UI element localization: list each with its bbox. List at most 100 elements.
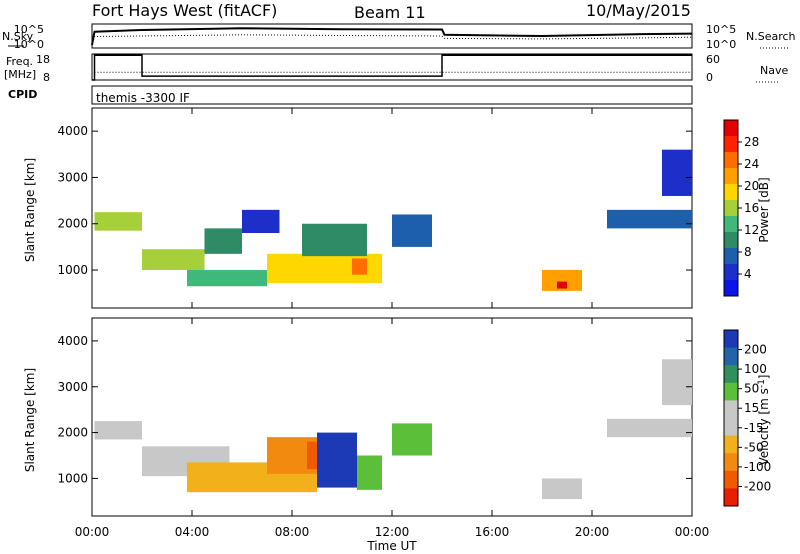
heatmap-patch-6 (302, 223, 367, 257)
colorbar-swatch-5 (724, 200, 738, 217)
heatmap-patch-2 (204, 228, 242, 254)
colorbar-swatch-0 (724, 330, 738, 349)
colorbar-tick-label-0: 28 (744, 135, 759, 149)
noise-tick-low-right: 10^0 (706, 38, 736, 51)
colorbar-swatch-4 (724, 184, 738, 201)
nave-tick-high: 60 (706, 53, 720, 66)
heatmap-patch-3 (242, 209, 280, 233)
colorbar-tick-label-4: -15 (744, 421, 764, 435)
colorbar-swatch-3 (724, 382, 738, 401)
velocity-axis-ticks: 1000 2000 3000 4000 (57, 318, 693, 516)
colorbar-swatch-5 (724, 418, 738, 437)
nsky-line (91, 27, 693, 46)
heatmap-patch-12 (662, 149, 692, 196)
noise-lines (91, 27, 693, 46)
freq-label: Freq. (6, 55, 33, 68)
colorbar-swatch-9 (724, 488, 738, 507)
colorbar-swatch-7 (724, 453, 738, 472)
nave-label: Nave (760, 64, 788, 77)
velocity-panel-frame (91, 317, 693, 517)
colorbar-swatch-10 (724, 280, 738, 297)
time-axis-title: Time UT (366, 539, 417, 553)
nsky-label: N.Sky (2, 30, 34, 43)
time-axis-labels: 00:00 04:00 08:00 12:00 16:00 20:00 00:00 (75, 525, 710, 539)
freq-line (92, 54, 692, 81)
colorbar-swatch-1 (724, 136, 738, 153)
freq-tick-low: 8 (43, 71, 50, 84)
noise-tick-high-right: 10^5 (706, 23, 736, 36)
freq-panel-frame (91, 53, 693, 81)
noise-tick-high-left: 10^5 (14, 23, 44, 36)
heatmap-patch-10 (662, 359, 692, 406)
colorbar-swatch-8 (724, 248, 738, 265)
station-title: Fort Hays West (fitACF) (92, 1, 277, 20)
heatmap-patch-10 (557, 281, 567, 289)
heatmap-patch-7 (392, 423, 432, 456)
colorbar-swatch-6 (724, 435, 738, 454)
colorbar-tick-label-6: 4 (744, 267, 752, 281)
colorbar-swatch-4 (724, 400, 738, 419)
colorbar-tick-label-5: 8 (744, 245, 752, 259)
velocity-ylabel: Slant Range [km] (23, 368, 37, 472)
time-tick-label-1: 04:00 (175, 525, 210, 539)
heatmap-patch-4 (187, 270, 267, 287)
colorbar-tick-label-3: 15 (744, 401, 759, 415)
colorbar-swatch-7 (724, 232, 738, 249)
noise-tick-low-left: 10^0 (14, 38, 44, 51)
colorbar-tick-label-3: 16 (744, 201, 759, 215)
noise-panel-frame (91, 23, 693, 49)
colorbar-swatch-1 (724, 347, 738, 366)
colorbar-swatch-8 (724, 470, 738, 489)
power-heatmap (94, 149, 692, 291)
range-tick-label-3: 4000 (57, 124, 88, 138)
beam-label: Beam 11 (354, 3, 426, 22)
velocity-colorbar: 200 100 50 15 -15 -50 -100 -200 (723, 329, 771, 507)
colorbar-tick-label-2: 20 (744, 179, 759, 193)
power-panel-frame (91, 107, 693, 309)
power-colorbar-label: Power [dB] (757, 177, 771, 242)
time-tick-label-2: 08:00 (275, 525, 310, 539)
heatmap-patch-6 (357, 455, 382, 490)
nsearch-label: N.Search (746, 30, 796, 43)
cpid-panel-frame (91, 85, 693, 105)
date-label: 10/May/2015 (586, 1, 691, 20)
cpid-text: themis -3300 IF (96, 91, 190, 105)
colorbar-swatch-3 (724, 168, 738, 185)
velocity-colorbar-label: Velocity [m s-1] (757, 375, 771, 466)
colorbar-tick-label-1: 24 (744, 157, 759, 171)
range-tick-label-3: 4000 (57, 334, 88, 348)
power-colorbar: 28 24 20 16 12 8 4 (723, 119, 759, 297)
time-tick-label-5: 20:00 (575, 525, 610, 539)
power-ylabel: Slant Range [km] (23, 158, 37, 262)
heatmap-patch-0 (94, 212, 142, 231)
heatmap-patch-11 (607, 209, 692, 229)
freq-lines (92, 54, 692, 81)
colorbar-frame (723, 329, 739, 507)
heatmap-patch-9 (607, 418, 692, 438)
colorbar-tick-label-2: 50 (744, 382, 759, 396)
time-tick-label-6: 00:00 (675, 525, 710, 539)
cpid-label: CPID (8, 88, 37, 101)
heatmap-patch-7 (352, 258, 367, 275)
nave-tick-low: 0 (706, 71, 713, 84)
colorbar-tick-label-6: -100 (744, 460, 771, 474)
colorbar-tick-label-7: -200 (744, 479, 771, 493)
heatmap-patch-9 (542, 270, 582, 291)
freq-unit: [MHz] (4, 68, 36, 81)
colorbar-tick-label-4: 12 (744, 223, 759, 237)
colorbar-swatch-2 (724, 152, 738, 169)
range-tick-label-0: 1000 (57, 263, 88, 277)
colorbar-tick-label-5: -50 (744, 440, 764, 454)
heatmap-patch-1 (142, 249, 205, 271)
colorbar-tick-label-0: 200 (744, 343, 767, 357)
heatmap-patch-8 (392, 214, 432, 247)
range-tick-label-1: 2000 (57, 426, 88, 440)
time-tick-label-3: 12:00 (375, 525, 410, 539)
heatmap-patch-4 (307, 441, 317, 470)
power-axis-ticks: 1000 2000 3000 4000 (57, 108, 693, 308)
range-tick-label-1: 2000 (57, 217, 88, 231)
time-tick-label-0: 00:00 (75, 525, 110, 539)
heatmap-patch-8 (542, 478, 582, 500)
heatmap-patch-5 (317, 432, 357, 488)
